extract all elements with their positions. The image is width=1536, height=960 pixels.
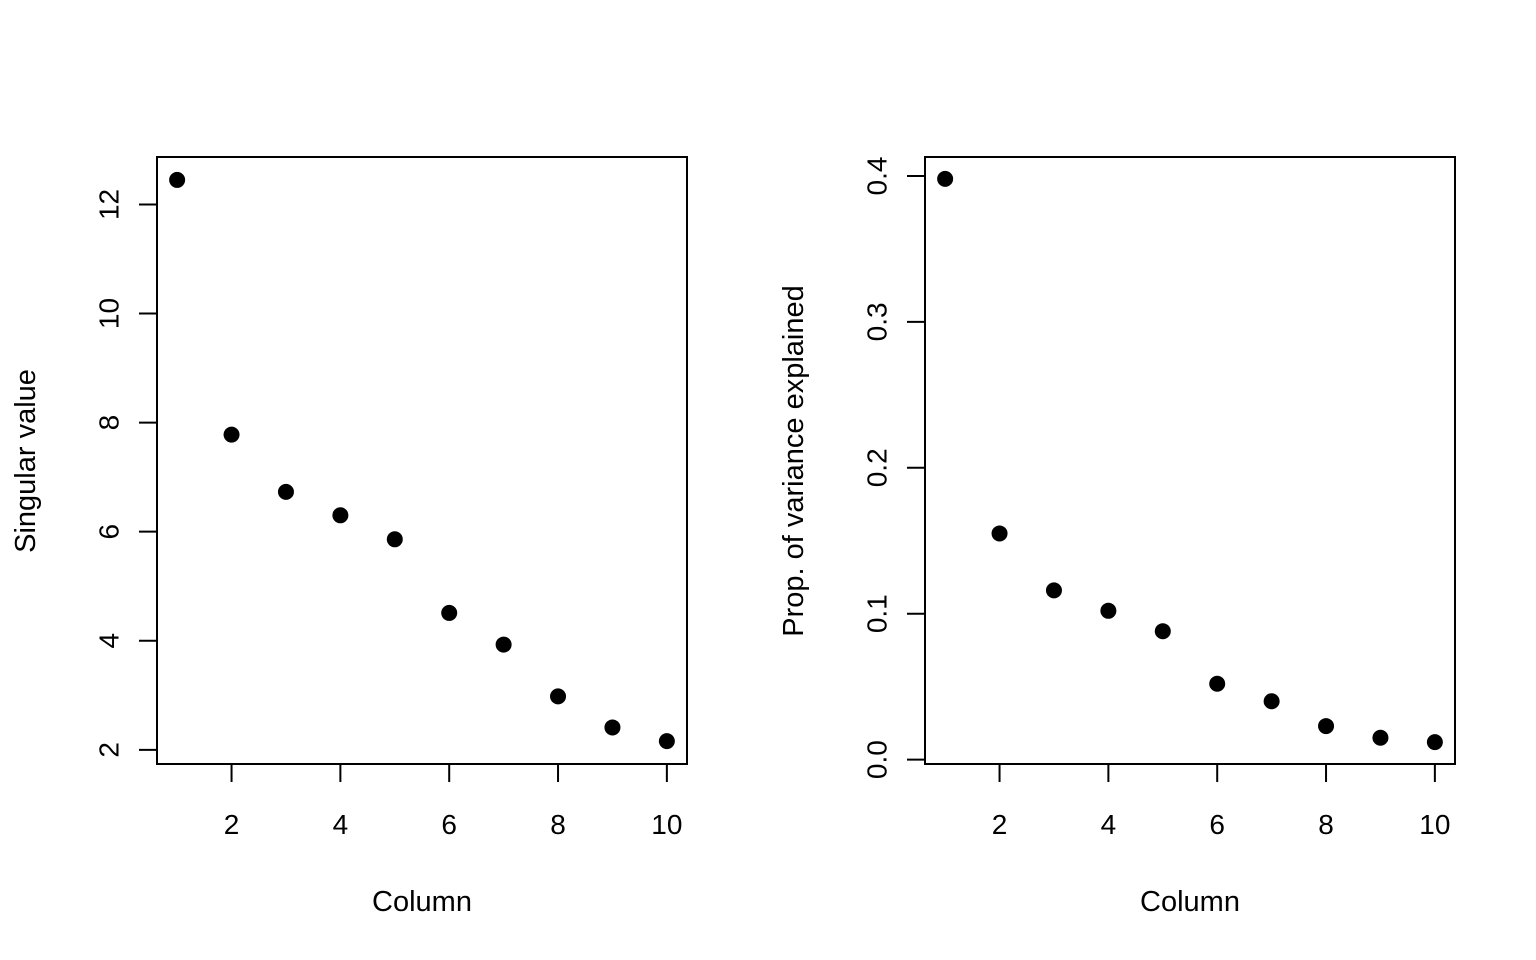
y-tick-label: 0.4 (862, 157, 893, 196)
x-tick-label: 8 (1318, 809, 1334, 840)
x-tick-label: 8 (550, 809, 566, 840)
y-tick-label: 4 (94, 633, 125, 649)
data-point (277, 483, 294, 500)
data-point (1100, 602, 1117, 619)
x-tick-label: 2 (992, 809, 1008, 840)
x-axis: 2 4 6 8 10 (224, 764, 682, 840)
data-point (332, 507, 349, 524)
data-points (937, 170, 1443, 751)
x-tick-label: 10 (651, 809, 682, 840)
y-tick-label: 10 (94, 298, 125, 329)
x-tick-label: 4 (333, 809, 349, 840)
y-tick-label: 8 (94, 415, 125, 431)
y-tick-label: 6 (94, 524, 125, 540)
y-axis: 0.0 0.1 0.2 0.3 0.4 (862, 157, 925, 779)
data-point (1045, 582, 1062, 599)
x-tick-label: 10 (1419, 809, 1450, 840)
variance-explained-panel: 2 4 6 8 10 0.0 0.1 0.2 0.3 0.4 Column Prop. of v… (778, 156, 1456, 918)
x-tick-label: 6 (1209, 809, 1225, 840)
x-tick-label: 6 (441, 809, 457, 840)
data-point (1209, 675, 1226, 692)
data-point (550, 688, 567, 705)
data-point (223, 426, 240, 443)
y-axis-title: Prop. of variance explained (778, 285, 810, 636)
x-axis-title: Column (1140, 886, 1240, 918)
data-point (1263, 693, 1280, 710)
data-point (1426, 734, 1443, 751)
data-point (1154, 623, 1171, 640)
y-tick-label: 2 (94, 742, 125, 758)
x-axis: 2 4 6 8 10 (992, 764, 1450, 840)
plot-frame (156, 156, 688, 765)
y-tick-label: 0.1 (862, 594, 893, 633)
data-points (169, 171, 675, 750)
x-tick-label: 2 (224, 809, 240, 840)
x-axis-title: Column (372, 886, 472, 918)
y-tick-label: 12 (94, 189, 125, 220)
plot-frame (924, 156, 1456, 765)
data-point (495, 636, 512, 653)
data-point (386, 531, 403, 548)
y-tick-label: 0.3 (862, 302, 893, 341)
y-tick-label: 0.0 (862, 740, 893, 779)
y-tick-label: 0.2 (862, 448, 893, 487)
data-point (441, 604, 458, 621)
data-point (169, 171, 186, 188)
data-point (991, 525, 1008, 542)
y-axis-title: Singular value (10, 369, 42, 553)
data-point (1318, 718, 1335, 735)
data-point (1372, 729, 1389, 746)
x-tick-label: 4 (1101, 809, 1117, 840)
data-point (937, 170, 954, 187)
singular-value-panel: 2 4 6 8 10 2 4 6 8 10 12 Column Singular value (10, 156, 688, 918)
y-axis: 2 4 6 8 10 12 (94, 189, 157, 758)
data-point (658, 733, 675, 750)
data-point (604, 719, 621, 736)
